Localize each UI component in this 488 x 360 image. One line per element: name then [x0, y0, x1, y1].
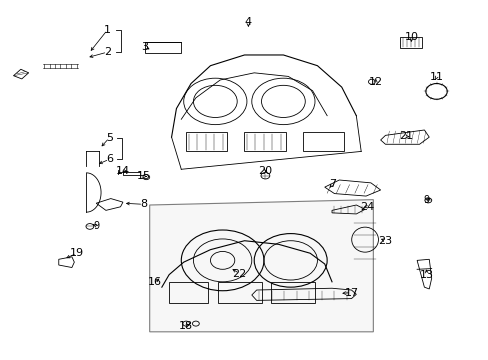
Text: 15: 15	[136, 171, 150, 181]
Text: 20: 20	[258, 166, 272, 176]
Text: 9: 9	[423, 195, 428, 204]
Text: 7: 7	[329, 179, 336, 189]
Text: 2: 2	[103, 47, 111, 57]
Text: 13: 13	[419, 270, 433, 280]
Bar	[302, 132, 344, 152]
Bar	[169, 282, 207, 303]
Bar	[217, 282, 261, 303]
Bar	[186, 132, 227, 152]
Text: 1: 1	[103, 25, 111, 35]
Bar	[271, 282, 314, 303]
Text: 10: 10	[404, 32, 418, 42]
Text: 6: 6	[105, 154, 113, 164]
Text: 18: 18	[179, 321, 193, 331]
Text: 17: 17	[344, 288, 358, 297]
Text: 22: 22	[232, 269, 246, 279]
Text: 8: 8	[140, 199, 146, 209]
Text: 14: 14	[116, 166, 130, 176]
Bar	[144, 42, 181, 53]
Text: 12: 12	[368, 77, 382, 87]
Text: 21: 21	[398, 131, 412, 141]
Text: 16: 16	[147, 277, 161, 287]
Text: 23: 23	[378, 236, 392, 246]
Text: 4: 4	[244, 17, 251, 27]
Text: 9: 9	[93, 221, 99, 231]
Bar	[244, 132, 285, 152]
Text: 19: 19	[70, 248, 83, 258]
Polygon shape	[149, 200, 372, 332]
Text: 24: 24	[359, 202, 373, 212]
Text: 11: 11	[428, 72, 443, 82]
Bar	[399, 37, 421, 48]
Text: 3: 3	[141, 42, 148, 52]
Text: 5: 5	[105, 133, 113, 143]
